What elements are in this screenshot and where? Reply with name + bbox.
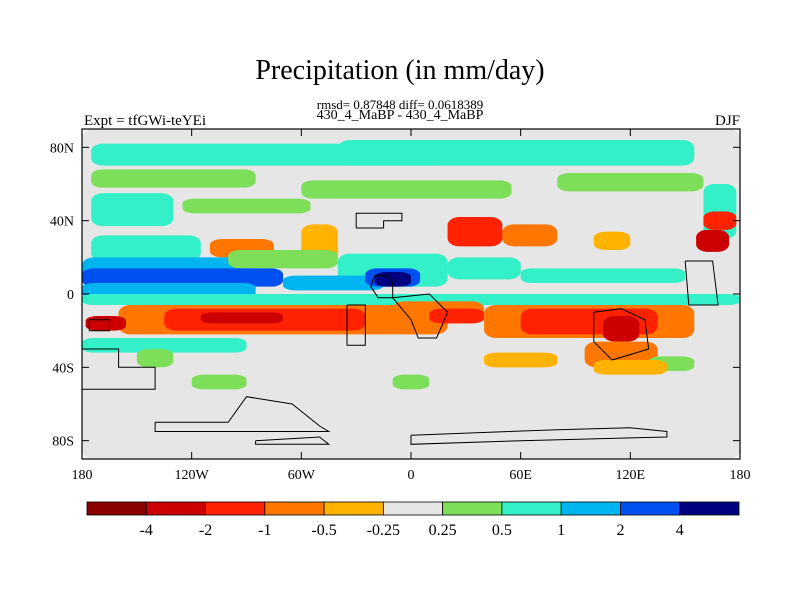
coastline — [346, 304, 366, 346]
field-patch — [82, 268, 284, 287]
field-patch — [593, 360, 667, 375]
colorbar-swatch — [501, 501, 562, 516]
field-patch — [337, 140, 695, 166]
colorbar-label: 2 — [616, 522, 624, 539]
x-tick-label: 0 — [408, 468, 415, 483]
colorbar-swatch — [442, 501, 503, 516]
field-patch — [696, 229, 730, 252]
colorbar-swatch — [382, 501, 444, 516]
coastline — [392, 293, 449, 339]
coastline — [88, 319, 110, 332]
axis-layer: 180 120W 60W 0 60E 120E 180 80N 40N 0 40S 80S — [50, 129, 751, 483]
field-patch — [703, 211, 737, 230]
colorbar-swatch — [264, 501, 325, 516]
colorbar-label: -4 — [140, 522, 153, 539]
colorbar-swatch — [323, 501, 384, 516]
colorbar-label: 1 — [557, 522, 565, 539]
colorbar-label: -0.25 — [367, 522, 400, 539]
field-patch — [82, 294, 740, 305]
colorbar-swatch — [205, 501, 266, 516]
field-patch — [85, 316, 126, 331]
coastline — [255, 436, 331, 445]
x-tick-label: 60W — [288, 468, 316, 483]
field-patch — [593, 231, 631, 250]
chart-subtitle: 430_4_MaBP - 430_4_MaBP — [316, 108, 484, 123]
coastline — [154, 396, 331, 432]
x-tick-label: 180 — [730, 468, 751, 483]
field-patch — [447, 217, 503, 247]
colorbar-swatch — [145, 501, 206, 516]
coastline-layer — [82, 212, 719, 445]
field-patch — [447, 257, 521, 280]
colorbar-swatch — [560, 501, 621, 516]
field-patch — [191, 374, 247, 390]
field-patch — [484, 352, 558, 368]
y-tick-label: 0 — [67, 288, 74, 303]
coastline — [684, 260, 719, 306]
field-layer — [82, 129, 740, 459]
field-patch — [136, 349, 174, 368]
experiment-label: Expt = tfGWi-teYEi — [84, 113, 206, 129]
colorbar: -4 -2 -1 -0.5 -0.25 0.25 0.5 1 2 4 — [86, 501, 740, 539]
chart-title: Precipitation (in mm/day) — [255, 55, 545, 86]
coastline — [82, 348, 156, 390]
field-patch — [502, 224, 558, 247]
colorbar-swatch — [679, 501, 740, 516]
field-patch — [392, 374, 430, 390]
field-patch — [557, 173, 704, 192]
field-patch — [91, 193, 174, 227]
field-patch — [200, 312, 284, 324]
field-patch — [91, 169, 256, 188]
colorbar-swatch — [620, 501, 681, 516]
colorbar-label: 0.5 — [492, 522, 512, 539]
x-tick-label: 60E — [509, 468, 532, 483]
field-patch — [520, 268, 686, 283]
x-tick-label: 120W — [175, 468, 210, 483]
colorbar-label: -2 — [199, 522, 212, 539]
field-patch — [429, 308, 485, 324]
y-tick-label: 80S — [52, 435, 74, 450]
field-patch — [82, 338, 247, 353]
field-patch — [283, 275, 384, 291]
y-tick-label: 40N — [50, 215, 74, 230]
colorbar-swatch — [86, 501, 147, 516]
coastline — [593, 308, 650, 361]
field-patch — [602, 316, 640, 342]
stats-line: rmsd= 0.87848 diff= 0.0618389 — [316, 97, 484, 112]
coastline — [410, 427, 668, 445]
colorbar-label: 4 — [676, 522, 684, 539]
y-tick-label: 40S — [52, 361, 74, 376]
colorbar-label: -0.5 — [311, 522, 336, 539]
field-patch — [91, 235, 201, 261]
colorbar-label: 0.25 — [429, 522, 457, 539]
x-tick-label: 180 — [72, 468, 93, 483]
y-tick-label: 80N — [50, 141, 74, 156]
field-patch — [228, 250, 338, 269]
field-patch — [182, 198, 311, 214]
coastline — [355, 212, 403, 229]
colorbar-label: -1 — [258, 522, 271, 539]
x-tick-label: 120E — [616, 468, 646, 483]
season-label: DJF — [714, 113, 740, 129]
field-patch — [301, 180, 512, 199]
